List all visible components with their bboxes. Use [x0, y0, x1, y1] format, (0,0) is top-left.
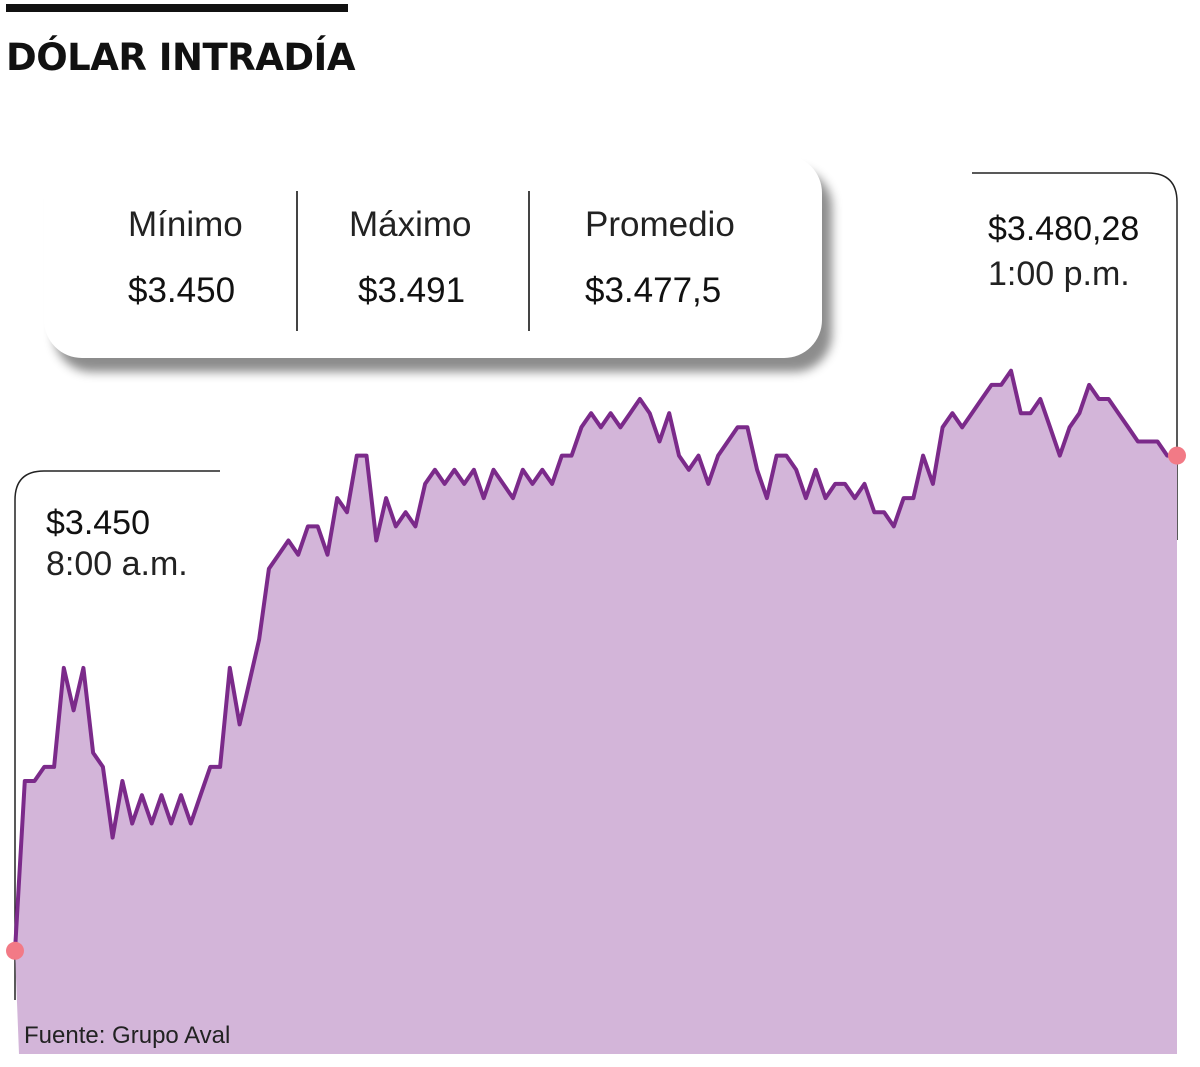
stat-maximum-value: $3.491	[358, 271, 466, 310]
end-annotation: $3.480,28 1:00 p.m.	[988, 210, 1139, 294]
start-annotation: $3.450 8:00 a.m.	[46, 504, 188, 584]
page-title: DÓLAR INTRADÍA	[6, 36, 355, 79]
stat-minimum-value: $3.450	[128, 271, 236, 310]
stat-divider	[528, 191, 530, 331]
stat-average-value: $3.477,5	[585, 271, 722, 310]
series-line	[13, 368, 1177, 951]
stat-maximum-label: Máximo	[349, 205, 472, 244]
start-time-label: 8:00 a.m.	[46, 545, 188, 583]
start-point-marker	[6, 941, 24, 960]
end-time-label: 1:00 p.m.	[988, 255, 1130, 293]
end-callout-bracket	[972, 172, 1178, 540]
stat-average-label: Promedio	[585, 205, 735, 244]
series-area	[15, 370, 1177, 1054]
end-point-marker	[1168, 446, 1186, 465]
title-rule	[6, 4, 348, 12]
stat-minimum-label: Mínimo	[128, 205, 243, 244]
chart-marks	[6, 368, 1186, 1054]
start-callout-bracket	[14, 470, 220, 1000]
source-note: Fuente: Grupo Aval	[24, 1022, 231, 1049]
end-price-label: $3.480,28	[988, 210, 1140, 248]
stat-divider	[296, 191, 298, 331]
start-price-label: $3.450	[46, 504, 150, 542]
stats-card: Mínimo $3.450 Máximo $3.491 Promedio $3.…	[44, 155, 822, 358]
